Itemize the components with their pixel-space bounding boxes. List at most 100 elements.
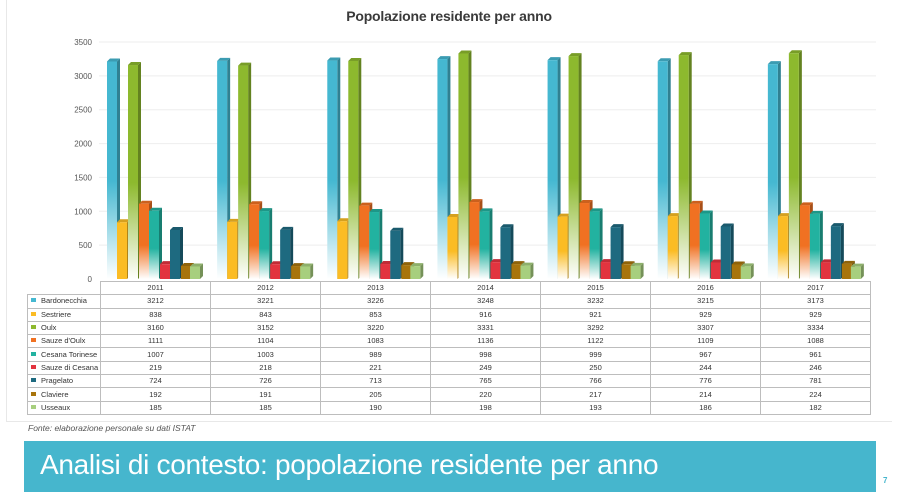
legend-swatch-icon: [31, 364, 36, 369]
bar-top: [777, 213, 791, 217]
data-cell: 221: [320, 360, 431, 376]
bar-front: [291, 266, 302, 279]
data-cell: 1122: [540, 334, 651, 349]
bar-side: [310, 263, 314, 279]
bar-top: [809, 210, 823, 214]
bar-front: [767, 64, 778, 279]
bar-front: [777, 216, 788, 279]
data-cell: 3160: [100, 320, 211, 336]
bar-top: [579, 200, 593, 204]
data-cell: 3226: [320, 294, 431, 309]
bar-front: [740, 266, 751, 279]
bar-front: [190, 266, 200, 279]
bar-top: [678, 52, 692, 56]
bar-top: [469, 199, 483, 203]
series-name: Claviere: [41, 389, 69, 399]
table-corner-cell: [27, 281, 101, 296]
data-cell: 3292: [540, 320, 651, 336]
data-cell: 246: [760, 360, 871, 376]
data-cell: 726: [210, 374, 321, 389]
bar-top: [630, 262, 644, 266]
bar: [410, 263, 424, 279]
data-cell: 1003: [210, 347, 321, 362]
bar-front: [788, 53, 799, 279]
bar-top: [128, 62, 141, 66]
bar: [520, 262, 534, 279]
bar: [740, 263, 754, 279]
legend-swatch-icon: [31, 351, 36, 356]
category-label: 2011: [100, 280, 211, 296]
legend-entry: Cesana Torinese: [27, 347, 101, 362]
data-cell: 921: [540, 307, 651, 322]
data-cell: 713: [320, 374, 431, 389]
bar-front: [699, 213, 710, 279]
legend-swatch-icon: [31, 378, 36, 383]
data-cell: 224: [760, 387, 871, 402]
data-cell: 776: [650, 374, 761, 389]
bar-front: [458, 53, 469, 280]
series-name: Sauze di Cesana: [41, 362, 99, 372]
bar-top: [227, 218, 241, 222]
data-cell: 1136: [430, 334, 541, 349]
legend-swatch-icon: [31, 338, 36, 343]
bar-top: [190, 263, 203, 267]
bar-top: [799, 202, 813, 206]
bar-front: [500, 227, 511, 279]
bar-front: [107, 61, 117, 280]
bar-top: [820, 259, 834, 263]
bar-front: [678, 55, 689, 280]
category-label: 2015: [540, 280, 651, 296]
bar-front: [689, 203, 700, 279]
bar-top: [657, 58, 671, 62]
bar-top: [291, 263, 305, 267]
bar-side: [530, 262, 534, 279]
bar-top: [117, 219, 130, 223]
bar-front: [667, 216, 678, 279]
data-cell: 218: [210, 360, 321, 376]
table-row: Sauze di Cesana 219 218 221 249 250 244 246: [27, 360, 871, 376]
bar-top: [359, 202, 373, 206]
table-row: Usseaux 185 185 190 198 193 186 182: [27, 400, 871, 415]
bar-front: [479, 211, 490, 279]
data-cell: 244: [650, 360, 761, 376]
bars: [107, 50, 864, 280]
data-cell: 989: [320, 347, 431, 362]
bar-front: [600, 262, 611, 279]
bar-top: [557, 213, 571, 217]
bar-top: [731, 261, 745, 265]
data-cell: 1104: [210, 334, 321, 349]
bar-top: [139, 200, 152, 204]
bar-front: [511, 264, 522, 279]
legend-entry: Sestriere: [27, 307, 101, 322]
data-cell: 219: [100, 360, 211, 376]
bar-top: [327, 57, 341, 61]
bar-front: [327, 60, 338, 280]
bar-top: [238, 62, 252, 66]
bar-top: [437, 56, 451, 60]
bar-front: [139, 203, 149, 279]
bar-front: [238, 65, 249, 279]
legend-swatch-icon: [31, 311, 36, 316]
bar-front: [490, 262, 501, 279]
series-name: Sestriere: [41, 309, 72, 319]
banner-title: Analisi di contesto: popolazione residen…: [40, 449, 659, 480]
data-cell: 3334: [760, 320, 871, 336]
bar-front: [799, 205, 810, 279]
bar-front: [809, 213, 820, 279]
series-name: Usseaux: [41, 402, 71, 412]
bar-front: [270, 264, 281, 279]
bar-top: [280, 226, 294, 230]
legend-entry: Usseaux: [27, 400, 101, 415]
bar-front: [568, 56, 579, 280]
bar-front: [657, 61, 668, 280]
source-note: Fonte: elaborazione personale su dati IS…: [28, 423, 196, 433]
bar: [630, 262, 644, 279]
data-cell: 3331: [430, 320, 541, 336]
series-name: Oulx: [41, 323, 57, 333]
legend-swatch-icon: [31, 404, 36, 409]
bar-front: [117, 222, 127, 279]
bar-top: [490, 259, 504, 263]
data-cell: 838: [100, 307, 211, 322]
legend-entry: Claviere: [27, 387, 101, 402]
data-table: 2011 2012 2013 2014 2015 2016 2017 Bardonecchia…: [27, 280, 871, 415]
